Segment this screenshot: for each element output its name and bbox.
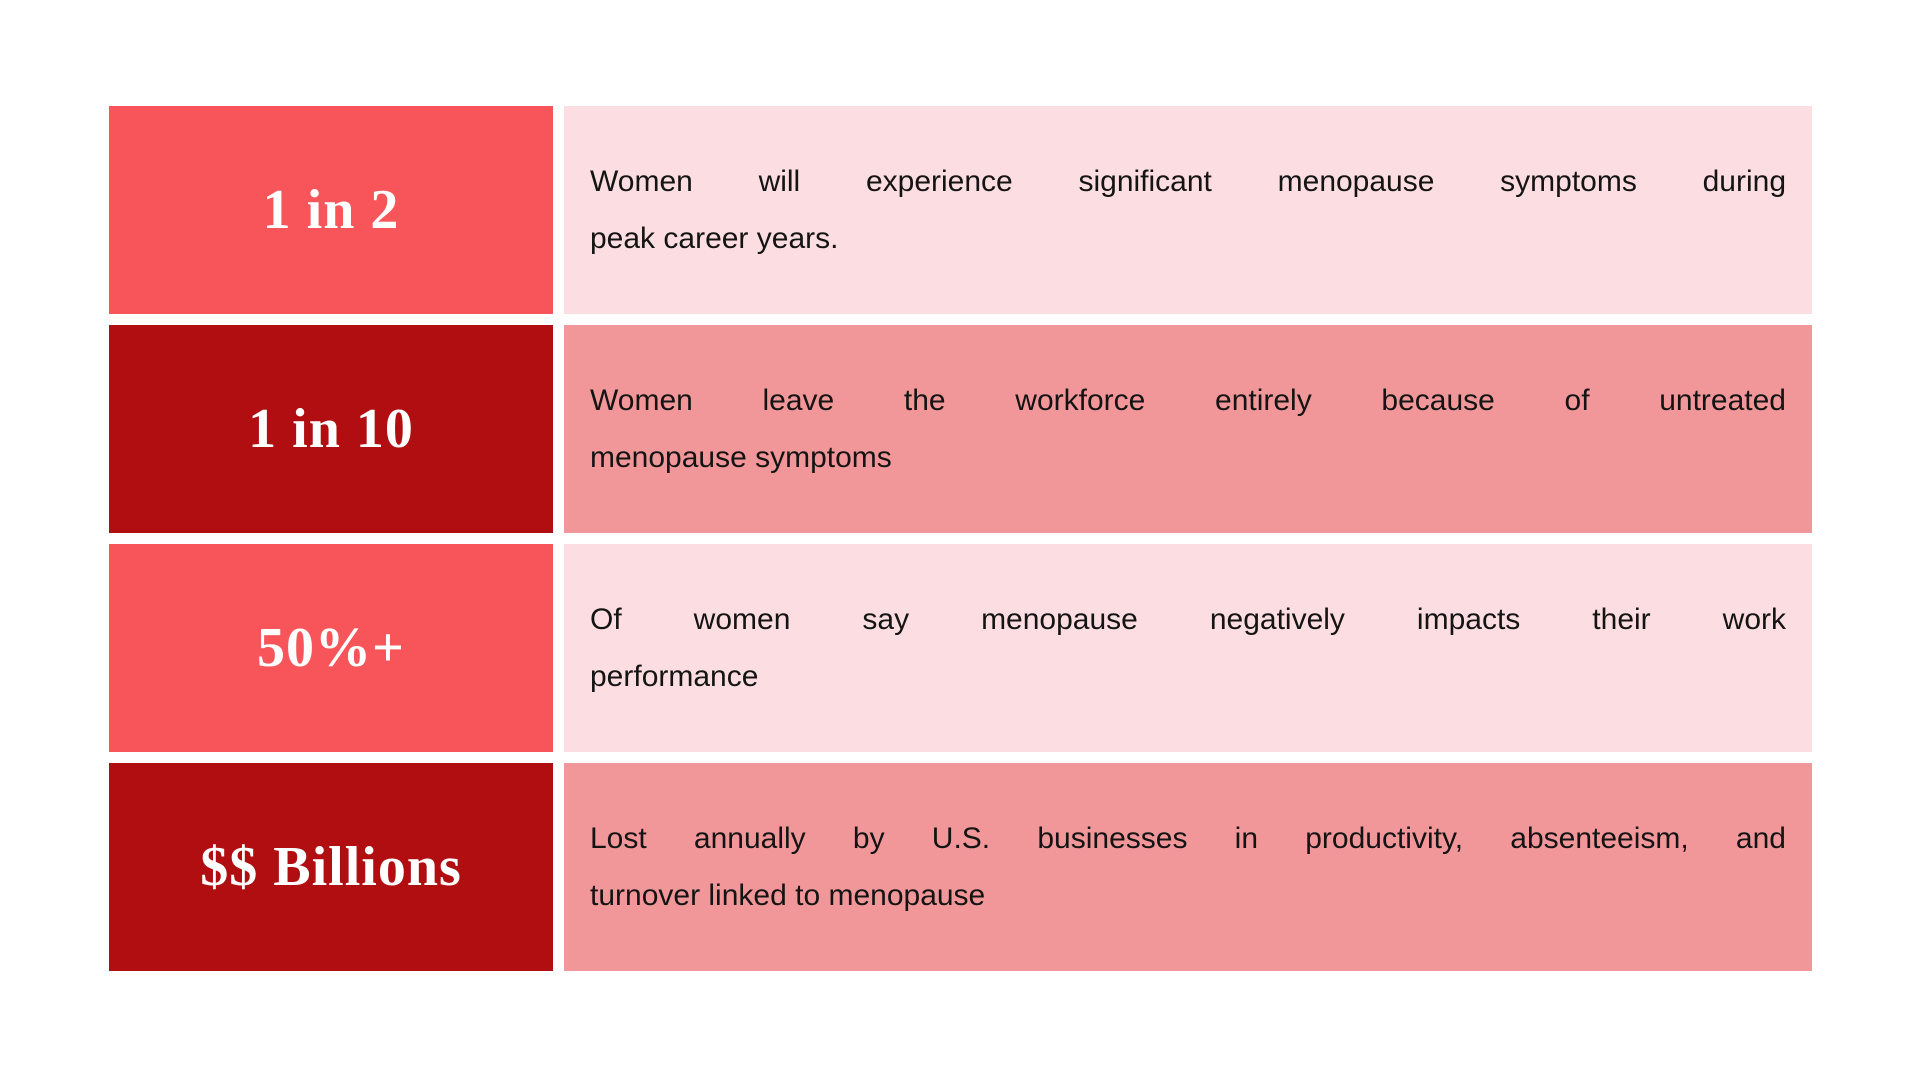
stat-description: Women leave the workforce entirely becau… <box>564 325 1812 533</box>
description-line: menopause symptoms <box>590 441 892 474</box>
stat-value: $$ Billions <box>109 763 553 971</box>
stat-value: 50%+ <box>109 544 553 752</box>
stat-description: Women will experience significant menopa… <box>564 106 1812 314</box>
stat-value: 1 in 2 <box>109 106 553 314</box>
description-line: peak career years. <box>590 222 839 255</box>
description-line: turnover linked to menopause <box>590 879 986 912</box>
table-row: 1 in 2 Women will experience significant… <box>109 106 1812 314</box>
table-row: 50%+ Of women say menopause negatively i… <box>109 544 1812 752</box>
description-line: Of women say menopause negatively impact… <box>590 603 1786 636</box>
description-line: Women will experience significant menopa… <box>590 165 1786 198</box>
description-line: Lost annually by U.S. businesses in prod… <box>590 822 1786 855</box>
description-line: performance <box>590 660 759 693</box>
description-line: Women leave the workforce entirely becau… <box>590 384 1786 417</box>
stat-description: Of women say menopause negatively impact… <box>564 544 1812 752</box>
stat-description: Lost annually by U.S. businesses in prod… <box>564 763 1812 971</box>
table-row: $$ Billions Lost annually by U.S. busine… <box>109 763 1812 971</box>
stat-value: 1 in 10 <box>109 325 553 533</box>
table-row: 1 in 10 Women leave the workforce entire… <box>109 325 1812 533</box>
statistics-table: 1 in 2 Women will experience significant… <box>109 106 1812 971</box>
